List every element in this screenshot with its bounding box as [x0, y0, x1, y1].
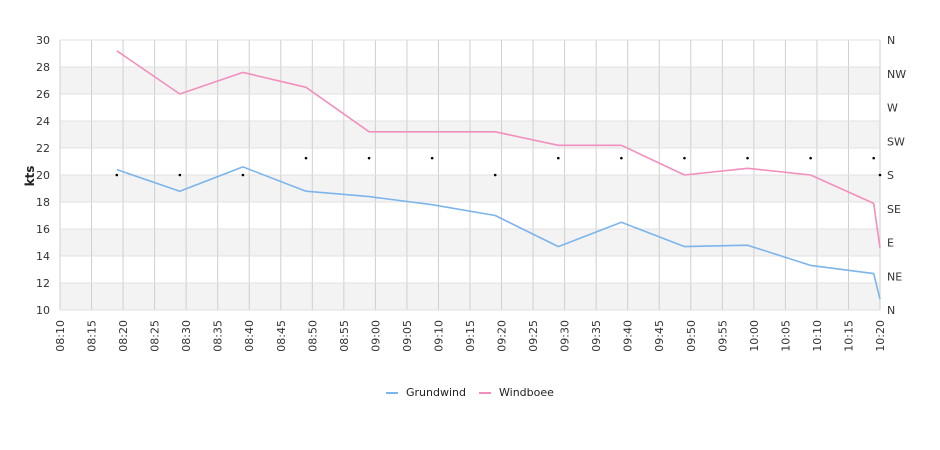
direction-point — [557, 156, 560, 160]
y-tick-label: 14 — [36, 250, 50, 263]
series-line-windboee — [116, 50, 881, 249]
direction-tick-label: SW — [887, 135, 905, 148]
series-line-grundwind — [116, 166, 881, 300]
x-tick-label: 10:20 — [874, 320, 887, 352]
legend: Grundwind Windboee — [386, 386, 554, 399]
x-tick-label: 10:10 — [811, 320, 824, 352]
direction-point — [115, 173, 119, 177]
y-axis-label: kts — [23, 166, 37, 187]
direction-point — [809, 156, 812, 160]
x-tick-label: 09:55 — [716, 320, 729, 352]
x-tick-label: 08:20 — [117, 320, 130, 352]
x-tick-label: 08:25 — [149, 320, 162, 352]
y-tick-label: 16 — [36, 223, 50, 236]
direction-point — [878, 173, 882, 177]
x-tick-label: 08:15 — [86, 320, 99, 352]
direction-point — [178, 173, 182, 177]
direction-point — [746, 156, 749, 160]
x-tick-label: 08:10 — [54, 320, 67, 352]
x-tick-label: 09:10 — [432, 320, 445, 352]
direction-point — [241, 173, 245, 177]
y-tick-label: 22 — [36, 142, 50, 155]
direction-point — [367, 156, 371, 160]
x-tick-label: 09:45 — [653, 320, 666, 352]
direction-point — [872, 156, 875, 160]
direction-point — [430, 156, 434, 160]
direction-tick-label: N — [887, 304, 895, 317]
x-tick-label: 09:25 — [527, 320, 540, 352]
direction-point — [493, 173, 497, 177]
direction-point — [620, 156, 623, 160]
x-tick-label: 08:30 — [180, 320, 193, 352]
x-tick-label: 08:35 — [212, 320, 225, 352]
x-tick-label: 09:50 — [685, 320, 698, 352]
x-tick-label: 09:15 — [464, 320, 477, 352]
x-tick-label: 08:45 — [275, 320, 288, 352]
y-tick-label: 10 — [36, 304, 50, 317]
direction-points — [115, 156, 882, 177]
x-tick-label: 09:00 — [369, 320, 382, 352]
y-axis-ticks: 10 12 14 16 18 20 22 24 26 28 30 — [36, 34, 50, 317]
x-tick-label: 09:35 — [590, 320, 603, 352]
y-tick-label: 20 — [36, 169, 50, 182]
x-tick-label: 10:05 — [779, 320, 792, 352]
x-tick-label: 08:40 — [243, 320, 256, 352]
y-tick-label: 12 — [36, 277, 50, 290]
direction-tick-label: N — [887, 34, 895, 47]
y-tick-label: 26 — [36, 88, 50, 101]
direction-axis: N NE E SE S SW W NW N — [887, 34, 906, 317]
legend-item-label: Grundwind — [406, 386, 466, 399]
x-tick-label: 10:00 — [748, 320, 761, 352]
direction-tick-label: SE — [887, 203, 901, 216]
series-lines — [116, 50, 881, 300]
x-tick-label: 08:50 — [306, 320, 319, 352]
y-tick-label: 18 — [36, 196, 50, 209]
x-axis-ticks: 08:10 08:15 08:20 08:25 08:30 08:35 08:40 08:45… — [54, 320, 887, 352]
direction-tick-label: E — [887, 237, 894, 250]
direction-tick-label: NW — [887, 68, 906, 81]
direction-tick-label: W — [887, 102, 898, 115]
legend-item-label: Windboee — [499, 386, 554, 399]
horizontal-gridlines — [60, 39, 880, 311]
x-tick-label: 09:30 — [559, 320, 572, 352]
direction-point — [683, 156, 686, 160]
x-tick-label: 10:15 — [842, 320, 855, 352]
direction-tick-label: S — [887, 169, 894, 182]
x-tick-label: 09:20 — [496, 320, 509, 352]
y-tick-label: 24 — [36, 115, 50, 128]
x-tick-label: 09:40 — [622, 320, 635, 352]
x-tick-label: 09:05 — [401, 320, 414, 352]
y-tick-label: 30 — [36, 34, 50, 47]
direction-point — [304, 156, 308, 160]
y-tick-label: 28 — [36, 61, 50, 74]
direction-tick-label: NE — [887, 270, 902, 283]
x-tick-label: 08:55 — [338, 320, 351, 352]
